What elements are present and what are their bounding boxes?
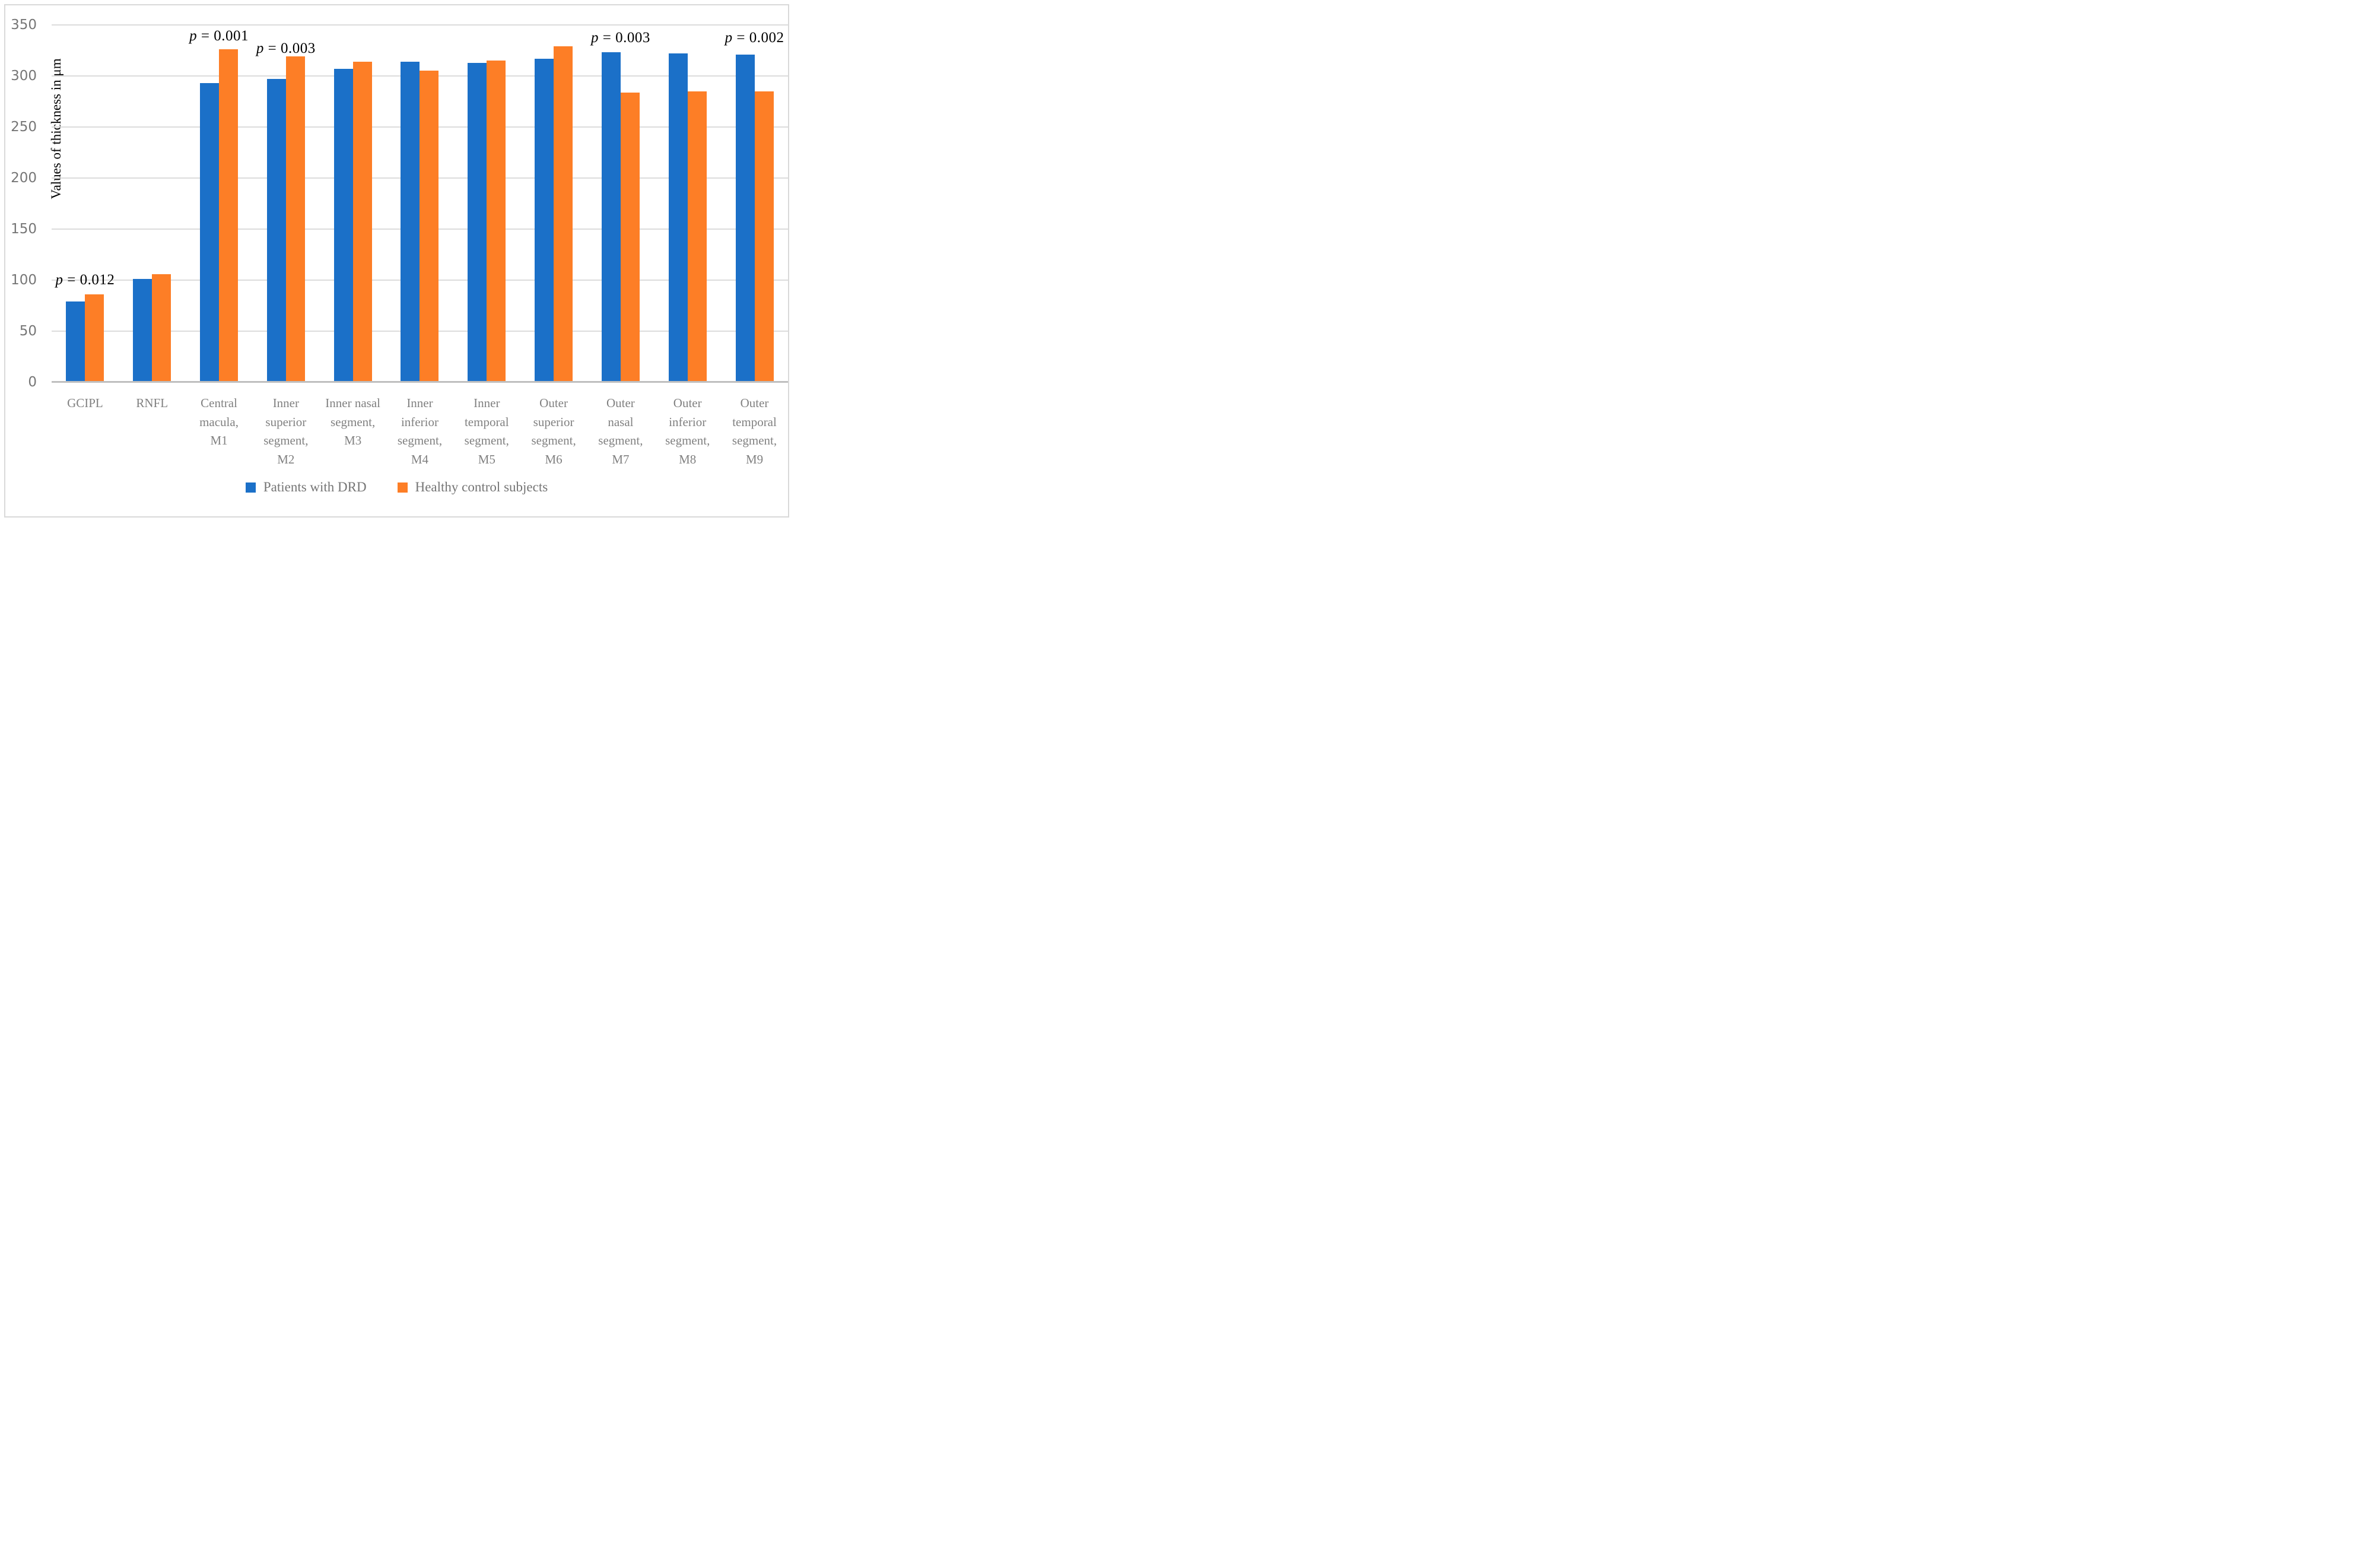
p-value-annotation: p = 0.002 bbox=[725, 30, 784, 46]
bar-group bbox=[119, 25, 186, 382]
legend-item: Patients with DRD bbox=[245, 480, 367, 495]
x-axis-label: Outer nasal segment, M7 bbox=[598, 396, 643, 466]
p-value-annotation: p = 0.001 bbox=[189, 27, 249, 44]
bar-patients-with-drd bbox=[66, 301, 85, 382]
bar-group bbox=[654, 25, 721, 382]
bar-healthy-control-subjects bbox=[754, 91, 774, 382]
bar-group bbox=[520, 25, 587, 382]
bar-patients-with-drd bbox=[133, 279, 152, 382]
bar-patients-with-drd bbox=[601, 52, 621, 382]
y-tick-label: 350 bbox=[11, 17, 37, 33]
bar-healthy-control-subjects bbox=[352, 61, 372, 382]
bar-groups bbox=[52, 25, 788, 382]
x-axis-category-labels: GCIPL RNFL Central macula, M1 Inner superior se… bbox=[52, 394, 788, 469]
bar-patients-with-drd bbox=[468, 62, 487, 382]
x-axis-label: GCIPL bbox=[67, 396, 103, 410]
bar-patients-with-drd bbox=[535, 58, 554, 382]
bar-patients-with-drd bbox=[266, 79, 286, 382]
x-axis-label: Central macula, M1 bbox=[199, 396, 239, 447]
bar-healthy-control-subjects bbox=[554, 46, 573, 382]
bar-group bbox=[319, 25, 386, 382]
bar-group bbox=[587, 25, 654, 382]
y-tick-label: 0 bbox=[28, 374, 37, 390]
bar-healthy-control-subjects bbox=[620, 92, 640, 382]
bar-patients-with-drd bbox=[333, 68, 353, 382]
bar-patients-with-drd bbox=[401, 61, 420, 382]
bar-healthy-control-subjects bbox=[687, 91, 707, 382]
x-axis-label: Inner temporal segment, M5 bbox=[464, 396, 509, 466]
y-tick-label: 100 bbox=[11, 272, 37, 288]
legend-swatch bbox=[245, 482, 256, 493]
x-axis-label: Inner nasal segment, M3 bbox=[325, 396, 381, 447]
bar-patients-with-drd bbox=[735, 54, 755, 382]
plot-area: p = 0.012 p = 0.001 p = 0.003 p = 0.003 p = … bbox=[52, 24, 788, 383]
bar-healthy-control-subjects bbox=[420, 71, 439, 382]
gridline bbox=[52, 24, 788, 26]
bar-healthy-control-subjects bbox=[285, 56, 305, 382]
x-axis-label: Inner superior segment, M2 bbox=[263, 396, 309, 466]
legend-item: Healthy control subjects bbox=[397, 480, 548, 495]
bar-group bbox=[186, 25, 253, 382]
bar-group bbox=[721, 25, 788, 382]
x-axis-label: Outer temporal segment, M9 bbox=[732, 396, 777, 466]
bar-healthy-control-subjects bbox=[219, 49, 239, 382]
bar-healthy-control-subjects bbox=[152, 274, 171, 382]
bar-healthy-control-subjects bbox=[487, 61, 506, 382]
y-tick-label: 150 bbox=[11, 221, 37, 237]
bar-group bbox=[252, 25, 319, 382]
bar-group bbox=[386, 25, 453, 382]
x-axis-label: Outer superior segment, M6 bbox=[531, 396, 576, 466]
bar-chart-figure: Values of thickness in μm 0 50 100 150 200 25… bbox=[0, 0, 793, 522]
chart-legend: Patients with DRD Healthy control subject… bbox=[0, 480, 793, 495]
x-axis-line bbox=[52, 381, 788, 383]
y-tick-label: 250 bbox=[11, 119, 37, 135]
legend-label: Healthy control subjects bbox=[415, 480, 548, 494]
legend-swatch bbox=[397, 482, 408, 493]
x-axis-label: Inner inferior segment, M4 bbox=[397, 396, 443, 466]
bar-patients-with-drd bbox=[200, 83, 220, 382]
legend-label: Patients with DRD bbox=[263, 480, 367, 494]
y-tick-label: 200 bbox=[11, 170, 37, 186]
y-tick-label: 300 bbox=[11, 68, 37, 84]
p-value-annotation: p = 0.003 bbox=[256, 40, 316, 56]
p-value-annotation: p = 0.012 bbox=[55, 272, 115, 288]
x-axis-label: RNFL bbox=[136, 396, 169, 410]
y-axis-tick-labels: 0 50 100 150 200 250 300 350 bbox=[0, 17, 42, 390]
bar-group bbox=[52, 25, 119, 382]
y-tick-label: 50 bbox=[19, 323, 37, 339]
bar-group bbox=[453, 25, 520, 382]
x-axis-label: Outer inferior segment, M8 bbox=[665, 396, 710, 466]
p-value-annotation: p = 0.003 bbox=[591, 30, 650, 46]
bar-healthy-control-subjects bbox=[85, 294, 104, 382]
bar-patients-with-drd bbox=[668, 53, 688, 382]
